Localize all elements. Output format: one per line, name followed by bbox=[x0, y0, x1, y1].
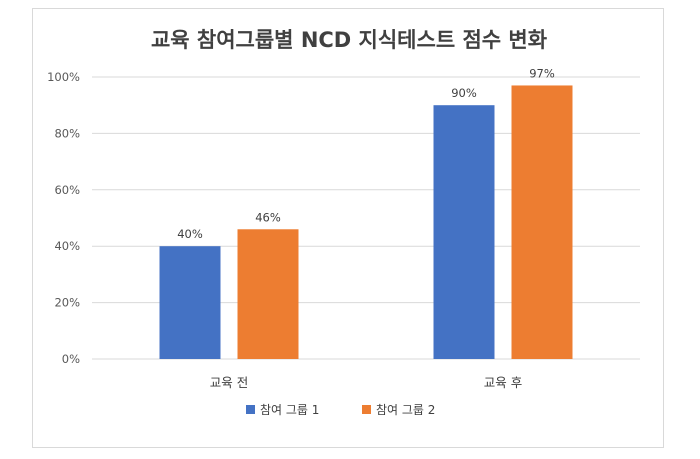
x-axis-categories: 교육 전 교육 후 bbox=[210, 375, 522, 390]
category-label: 교육 전 bbox=[210, 375, 248, 390]
data-label: 90% bbox=[451, 86, 477, 100]
y-tick-label: 80% bbox=[54, 126, 80, 140]
legend-label: 참여 그룹 1 bbox=[260, 403, 319, 417]
legend-label: 참여 그룹 2 bbox=[376, 403, 435, 417]
legend-swatch bbox=[362, 405, 371, 414]
bar-2-1 bbox=[237, 229, 299, 359]
bar-2-2 bbox=[511, 85, 573, 360]
bar-1-2 bbox=[433, 105, 495, 359]
legend: 참여 그룹 1 참여 그룹 2 bbox=[246, 403, 435, 417]
data-label: 97% bbox=[529, 66, 555, 80]
y-tick-label: 60% bbox=[54, 183, 80, 197]
data-label: 46% bbox=[255, 210, 281, 224]
y-tick-label: 0% bbox=[62, 352, 80, 366]
data-labels: 40% 46% 90% 97% bbox=[177, 66, 555, 241]
data-label: 40% bbox=[177, 227, 203, 241]
bar-1-1 bbox=[159, 246, 221, 359]
category-label: 교육 후 bbox=[484, 375, 522, 390]
y-tick-label: 20% bbox=[54, 296, 80, 310]
chart-title: 교육 참여그룹별 NCD 지식테스트 점수 변화 bbox=[151, 28, 548, 52]
bars bbox=[159, 85, 573, 360]
y-tick-label: 40% bbox=[54, 239, 80, 253]
legend-swatch bbox=[246, 405, 255, 414]
y-axis-ticks: 0% 20% 40% 60% 80% 100% bbox=[47, 70, 80, 366]
y-tick-label: 100% bbox=[47, 70, 80, 84]
